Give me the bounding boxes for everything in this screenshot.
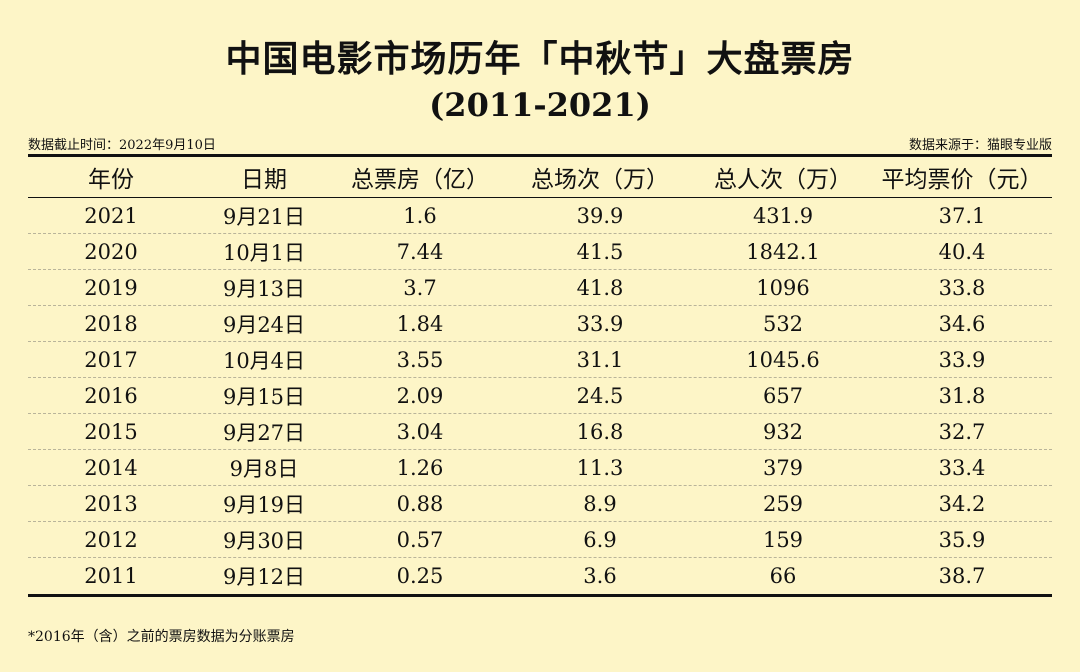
date-cell: 9月19日 [222,492,306,517]
table-row: 2018 9月24日 1.84 33.9 532 34.6 [28,306,1052,342]
box-office-cell: 3.7 [403,275,437,300]
column-header-admissions: 总人次（万） [714,167,852,193]
table-row: 2020 10月1日 7.44 41.5 1842.1 40.4 [28,234,1052,270]
box-office-cell: 3.04 [396,419,444,444]
avg-price-cell: 40.4 [938,239,986,264]
table-row: 2016 9月15日 2.09 24.5 657 31.8 [28,378,1052,414]
year-cell: 2011 [84,564,138,588]
admissions-cell: 66 [769,564,797,588]
table-row: 2013 9月19日 0.88 8.9 259 34.2 [28,486,1052,522]
date-cell: 9月24日 [222,312,306,337]
data-cutoff-note: 数据截止时间：2022年9月10日 [28,138,216,153]
admissions-cell: 1045.6 [746,347,820,372]
box-office-cell: 2.09 [396,383,444,408]
date-cell: 10月4日 [222,348,306,373]
date-cell: 9月12日 [222,565,306,589]
screenings-cell: 41.5 [576,239,624,264]
year-cell: 2018 [84,311,138,336]
admissions-cell: 532 [762,311,804,336]
column-header-avg-price: 平均票价（元） [881,167,1043,193]
table-row: 2021 9月21日 1.6 39.9 431.9 37.1 [28,198,1052,234]
table-top-rule [28,154,1052,157]
chart-title: 中国电影市场历年「中秋节」大盘票房 [225,38,855,80]
avg-price-cell: 35.9 [938,527,986,552]
avg-price-cell: 33.8 [938,275,986,300]
date-cell: 9月21日 [222,204,306,229]
screenings-cell: 41.8 [576,275,624,300]
data-source-note: 数据来源于：猫眼专业版 [908,138,1052,153]
avg-price-cell: 34.6 [938,311,986,336]
date-cell: 9月30日 [222,528,306,553]
admissions-cell: 431.9 [752,203,814,228]
year-cell: 2014 [84,455,138,480]
screenings-cell: 31.1 [576,347,624,372]
table-body: 2021 9月21日 1.6 39.9 431.9 37.1 2020 10月1日 7.44 41… [28,198,1052,594]
table-row: 2011 9月12日 0.25 3.6 66 38.7 [28,558,1052,594]
year-cell: 2020 [84,239,138,264]
screenings-cell: 8.9 [583,491,617,516]
screenings-cell: 16.8 [576,419,624,444]
box-office-cell: 0.88 [396,491,444,516]
box-office-cell: 0.25 [396,564,444,588]
admissions-cell: 259 [762,491,804,516]
admissions-cell: 657 [762,383,804,408]
avg-price-cell: 33.4 [938,455,986,480]
box-office-table: 年份 日期 总票房（亿） 总场次（万） 总人次（万） 平均票价（元） 2021 9… [28,154,1052,597]
screenings-cell: 24.5 [576,383,624,408]
box-office-cell: 1.26 [396,455,444,480]
column-header-screenings: 总场次（万） [531,167,669,193]
avg-price-cell: 33.9 [938,347,986,372]
table-row: 2019 9月13日 3.7 41.8 1096 33.8 [28,270,1052,306]
screenings-cell: 11.3 [576,455,624,480]
year-cell: 2016 [84,383,138,408]
admissions-cell: 159 [762,527,804,552]
table-row: 2014 9月8日 1.26 11.3 379 33.4 [28,450,1052,486]
avg-price-cell: 37.1 [938,203,986,228]
admissions-cell: 379 [762,455,804,480]
box-office-cell: 7.44 [396,239,444,264]
table-header-row: 年份 日期 总票房（亿） 总场次（万） 总人次（万） 平均票价（元） [28,157,1052,197]
admissions-cell: 1842.1 [746,239,820,264]
table-row: 2017 10月4日 3.55 31.1 1045.6 33.9 [28,342,1052,378]
date-cell: 9月27日 [222,420,306,445]
screenings-cell: 33.9 [576,311,624,336]
year-cell: 2015 [84,419,138,444]
avg-price-cell: 34.2 [938,491,986,516]
year-cell: 2021 [84,203,138,228]
column-header-box-office: 总票房（亿） [351,167,489,193]
screenings-cell: 39.9 [576,203,624,228]
year-cell: 2017 [84,347,138,372]
box-office-cell: 3.55 [396,347,444,372]
date-cell: 9月15日 [222,384,306,409]
year-cell: 2012 [84,527,138,552]
screenings-cell: 6.9 [583,527,617,552]
avg-price-cell: 32.7 [938,419,986,444]
avg-price-cell: 38.7 [938,564,986,588]
date-cell: 9月8日 [229,456,299,481]
year-cell: 2019 [84,275,138,300]
screenings-cell: 3.6 [583,564,617,588]
year-cell: 2013 [84,491,138,516]
chart-subtitle: (2011-2021) [429,86,651,124]
column-header-year: 年份 [88,167,134,193]
box-office-cell: 0.57 [396,527,444,552]
date-cell: 9月13日 [222,276,306,301]
admissions-cell: 1096 [756,275,810,300]
table-bottom-rule [28,594,1052,597]
box-office-cell: 1.84 [396,311,444,336]
table-row: 2015 9月27日 3.04 16.8 932 32.7 [28,414,1052,450]
footnote: *2016年（含）之前的票房数据为分账票房 [28,629,295,645]
admissions-cell: 932 [762,419,804,444]
date-cell: 10月1日 [222,240,306,265]
box-office-cell: 1.6 [403,203,437,228]
avg-price-cell: 31.8 [938,383,986,408]
column-header-date: 日期 [241,167,287,193]
table-header-rule [28,197,1052,198]
table-row: 2012 9月30日 0.57 6.9 159 35.9 [28,522,1052,558]
